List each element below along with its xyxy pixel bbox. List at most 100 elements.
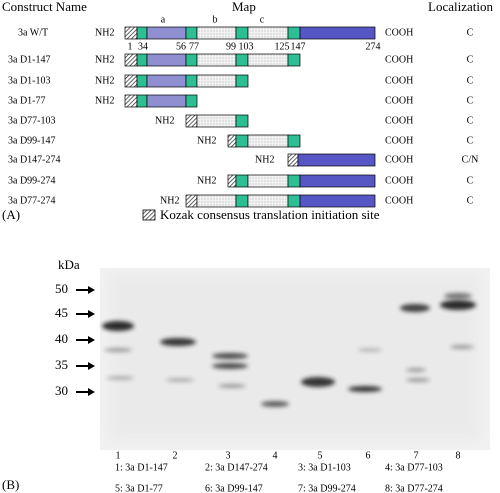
localization: C	[467, 54, 474, 65]
marker-label: 50	[55, 281, 68, 296]
position: 147	[291, 41, 306, 52]
domain-letter: b	[213, 14, 218, 25]
segment	[196, 194, 237, 208]
nh2: NH2	[155, 115, 174, 126]
lane-legend: 3: 3a D1-103	[298, 462, 351, 473]
band	[301, 377, 335, 387]
segment	[247, 194, 289, 208]
header: Map	[232, 0, 256, 14]
band	[106, 376, 134, 380]
segment	[185, 194, 198, 208]
construct-name: 3a D1-147	[8, 54, 51, 65]
segment	[235, 174, 249, 188]
header: Localization	[428, 0, 493, 14]
segment	[136, 94, 148, 108]
segment	[287, 153, 299, 167]
band	[261, 401, 289, 407]
localization: C/N	[462, 154, 479, 165]
position: 103	[239, 41, 254, 52]
segment	[196, 53, 237, 67]
localization: C	[467, 135, 474, 146]
nh2: NH2	[160, 195, 179, 206]
band	[406, 378, 430, 382]
segment	[235, 74, 249, 88]
construct-name: 3a D99-274	[8, 175, 56, 186]
segment	[136, 53, 148, 67]
lane-legend: 7: 3a D99-274	[298, 483, 356, 493]
segment	[124, 94, 138, 108]
segment	[227, 134, 237, 148]
blot-bg	[110, 275, 480, 440]
nh2: NH2	[95, 75, 114, 86]
segment	[235, 114, 249, 128]
segment	[185, 53, 198, 67]
segment	[287, 134, 301, 148]
segment	[287, 174, 301, 188]
segment	[235, 53, 249, 67]
lane-number: 8	[456, 450, 461, 461]
marker-label: 40	[55, 331, 68, 346]
marker-arrowhead	[88, 286, 95, 294]
unit: kDa	[58, 257, 80, 272]
nh2: NH2	[95, 95, 114, 106]
localization: C	[467, 115, 474, 126]
segment	[196, 114, 237, 128]
cooh: COOH	[385, 154, 413, 165]
position: 99	[226, 41, 236, 52]
band	[358, 348, 382, 352]
construct-name: 3a D99-147	[8, 135, 56, 146]
segment	[124, 26, 138, 40]
lane-number: 4	[273, 450, 278, 461]
band	[212, 363, 248, 369]
lane-number: 2	[173, 450, 178, 461]
segment	[146, 26, 187, 40]
lane-number: 6	[366, 450, 371, 461]
cooh: COOH	[385, 135, 413, 146]
marker-label: 35	[55, 357, 68, 372]
construct-name: 3a D77-103	[8, 115, 56, 126]
band	[440, 300, 476, 310]
band	[160, 338, 196, 346]
segment	[299, 194, 376, 208]
construct-name: 3a W/T	[18, 27, 48, 38]
segment	[299, 174, 376, 188]
segment	[247, 26, 289, 40]
lane-legend: 8: 3a D77-274	[385, 483, 443, 493]
nh2: NH2	[255, 154, 274, 165]
position: 77	[189, 41, 199, 52]
segment	[185, 74, 198, 88]
segment	[235, 194, 249, 208]
segment	[235, 134, 249, 148]
segment	[287, 194, 301, 208]
marker-arrowhead	[88, 310, 95, 318]
marker-label: 30	[55, 383, 68, 398]
panel-label: (A)	[2, 207, 20, 222]
localization: C	[467, 195, 474, 206]
panel-label: (B)	[2, 477, 19, 492]
cooh: COOH	[385, 75, 413, 86]
segment	[185, 94, 198, 108]
band	[406, 368, 426, 372]
position: 34	[138, 41, 148, 52]
lane-number: 7	[414, 450, 419, 461]
lane-number: 1	[116, 450, 121, 461]
segment	[287, 26, 301, 40]
localization: C	[467, 95, 474, 106]
band	[348, 386, 382, 392]
position: 125	[275, 41, 290, 52]
nh2: NH2	[197, 175, 216, 186]
band	[450, 345, 474, 349]
construct-name: 3a D1-77	[8, 95, 46, 106]
localization: C	[467, 75, 474, 86]
segment	[247, 134, 289, 148]
cooh: COOH	[385, 95, 413, 106]
segment	[136, 74, 148, 88]
lane-number: 5	[318, 450, 323, 461]
band	[400, 304, 430, 312]
band	[218, 384, 246, 388]
lane-number: 3	[226, 450, 231, 461]
segment	[146, 94, 187, 108]
cooh: COOH	[385, 54, 413, 65]
segment	[146, 53, 187, 67]
